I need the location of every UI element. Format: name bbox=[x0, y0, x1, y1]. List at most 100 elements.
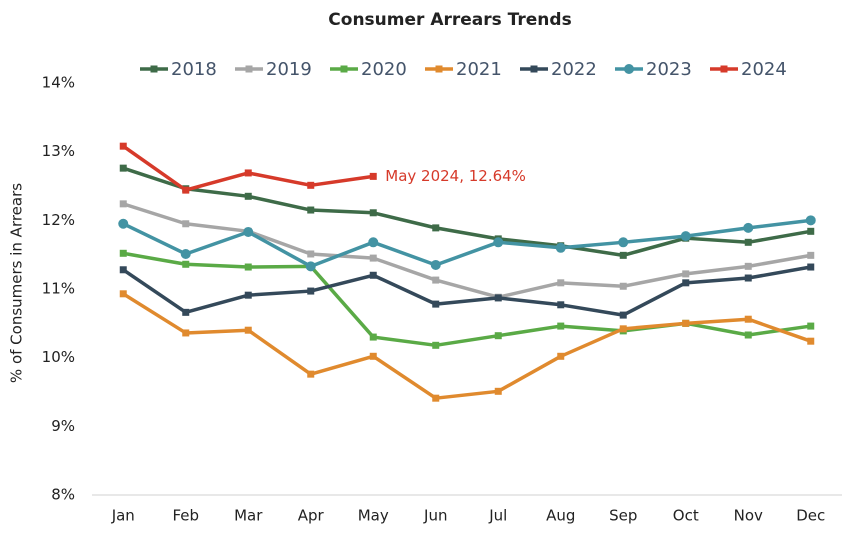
data-point bbox=[243, 227, 254, 238]
legend-label: 2020 bbox=[361, 59, 407, 80]
x-tick-label: Feb bbox=[172, 507, 199, 525]
data-point bbox=[618, 237, 629, 248]
data-point bbox=[307, 250, 315, 258]
legend-item: 2024 bbox=[710, 59, 787, 80]
data-point bbox=[494, 294, 502, 302]
data-point bbox=[430, 259, 441, 270]
legend-item: 2018 bbox=[140, 59, 217, 80]
data-point bbox=[182, 220, 190, 228]
x-tick-label: Jul bbox=[488, 507, 507, 525]
data-point bbox=[680, 231, 691, 242]
series-line bbox=[122, 265, 812, 317]
legend-marker bbox=[624, 64, 634, 74]
data-point bbox=[369, 352, 377, 360]
legend-label: 2019 bbox=[266, 59, 312, 80]
data-point bbox=[118, 218, 129, 229]
x-tick-label: Sep bbox=[609, 507, 637, 525]
data-point bbox=[557, 279, 565, 287]
data-point bbox=[807, 251, 815, 259]
series bbox=[119, 290, 815, 402]
legend: 2018 2019 2020 2021 2022 2023 2024 bbox=[140, 59, 787, 80]
series-line bbox=[122, 251, 811, 348]
data-point bbox=[244, 169, 252, 177]
legend-label: 2021 bbox=[456, 59, 502, 80]
data-point bbox=[557, 301, 565, 309]
data-point bbox=[432, 276, 440, 284]
data-point bbox=[369, 209, 377, 217]
data-point bbox=[494, 332, 502, 340]
series-line bbox=[122, 218, 811, 269]
data-point bbox=[182, 260, 190, 268]
x-tick-label: May bbox=[358, 507, 389, 525]
x-tick-label: Dec bbox=[796, 507, 825, 525]
legend-marker bbox=[435, 65, 443, 73]
data-point bbox=[494, 387, 502, 395]
data-point bbox=[432, 300, 440, 308]
data-point bbox=[305, 261, 316, 272]
data-point bbox=[619, 325, 627, 333]
x-tick-label: Jun bbox=[423, 507, 447, 525]
data-point bbox=[182, 329, 190, 337]
legend-marker bbox=[720, 65, 728, 73]
data-point bbox=[307, 287, 315, 295]
legend-marker bbox=[150, 65, 158, 73]
data-point bbox=[368, 237, 379, 248]
data-point bbox=[807, 322, 815, 330]
y-tick-label: 8% bbox=[51, 486, 75, 504]
data-point bbox=[619, 282, 627, 290]
data-point bbox=[557, 322, 565, 330]
data-point bbox=[182, 308, 190, 316]
data-point bbox=[307, 181, 315, 189]
data-point bbox=[619, 311, 627, 319]
data-point bbox=[805, 215, 816, 226]
data-point bbox=[619, 251, 627, 259]
data-point bbox=[182, 186, 190, 194]
legend-marker bbox=[340, 65, 348, 73]
data-point bbox=[744, 238, 752, 246]
data-point bbox=[807, 227, 815, 235]
series-line bbox=[122, 144, 374, 192]
data-point bbox=[119, 290, 127, 298]
data-point bbox=[307, 370, 315, 378]
legend-label: 2023 bbox=[646, 59, 692, 80]
legend-item: 2022 bbox=[520, 59, 597, 80]
data-point bbox=[119, 200, 127, 208]
data-point bbox=[119, 266, 127, 274]
x-tick-label: Nov bbox=[734, 507, 763, 525]
data-point bbox=[119, 249, 127, 257]
data-point bbox=[369, 333, 377, 341]
legend-marker bbox=[530, 65, 538, 73]
data-point bbox=[244, 326, 252, 334]
y-tick-label: 12% bbox=[42, 211, 75, 229]
legend-label: 2022 bbox=[551, 59, 597, 80]
legend-item: 2021 bbox=[425, 59, 502, 80]
data-point bbox=[119, 164, 127, 172]
data-point bbox=[307, 206, 315, 214]
data-point bbox=[369, 172, 377, 180]
legend-label: 2024 bbox=[741, 59, 787, 80]
x-tick-label: Mar bbox=[234, 507, 263, 525]
data-point bbox=[244, 291, 252, 299]
data-point bbox=[244, 263, 252, 271]
series-line bbox=[122, 166, 812, 258]
chart-title: Consumer Arrears Trends bbox=[328, 10, 571, 30]
data-point bbox=[807, 337, 815, 345]
y-tick-label: 10% bbox=[42, 348, 75, 366]
legend-marker bbox=[245, 65, 253, 73]
data-point bbox=[369, 271, 377, 279]
data-point bbox=[180, 248, 191, 259]
data-point bbox=[369, 254, 377, 262]
series bbox=[119, 263, 815, 319]
data-point bbox=[807, 263, 815, 271]
y-tick-label: 14% bbox=[42, 74, 75, 92]
legend-item: 2020 bbox=[330, 59, 407, 80]
series bbox=[118, 215, 816, 272]
data-point bbox=[682, 319, 690, 327]
data-point bbox=[744, 331, 752, 339]
y-tick-label: 9% bbox=[51, 417, 75, 435]
y-tick-label: 11% bbox=[42, 280, 75, 298]
series bbox=[119, 142, 377, 194]
x-tick-label: Oct bbox=[673, 507, 699, 525]
series bbox=[119, 200, 815, 301]
